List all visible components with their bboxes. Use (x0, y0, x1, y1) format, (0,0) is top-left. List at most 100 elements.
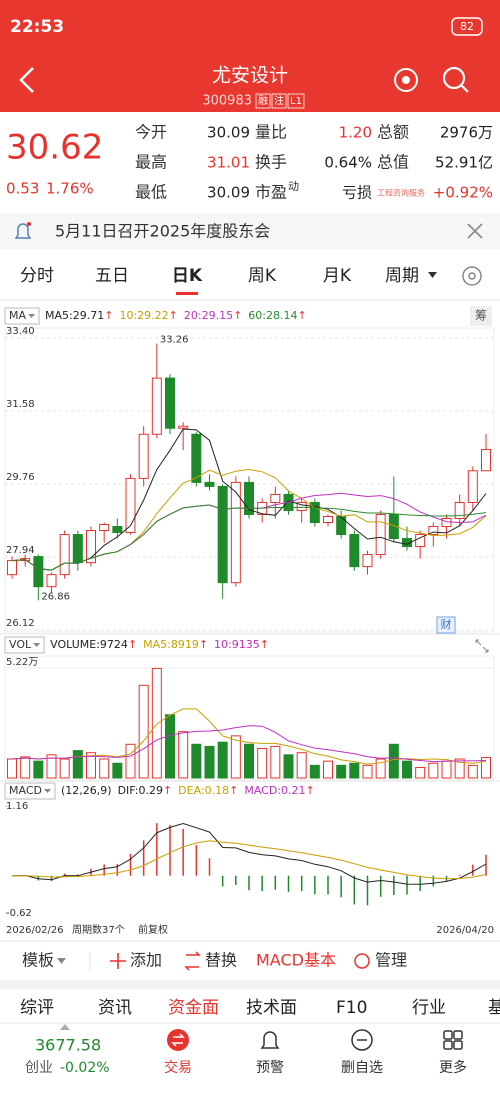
period-tab[interactable]: 日K (172, 266, 203, 286)
index-change: -0.02% (60, 1060, 110, 1076)
volume-bar (191, 743, 202, 779)
mascot-icon[interactable] (394, 68, 418, 92)
stat-label: 总值 (377, 153, 409, 172)
legend-arrow: ↑ (260, 638, 269, 651)
toolbar-item[interactable]: 替换 (205, 951, 237, 970)
legend-label: VOL (9, 638, 32, 651)
toolbar-item[interactable]: MACD基本 (256, 951, 336, 970)
volume-bar (20, 756, 31, 779)
badge: 注 (274, 94, 284, 107)
legend-selector[interactable] (4, 307, 40, 325)
sub-tab[interactable]: 资金面 (168, 998, 219, 1018)
gap (0, 980, 500, 989)
legend-label: MA (9, 309, 26, 322)
candle-body (125, 477, 136, 534)
candle-body (441, 517, 452, 528)
candle-body (72, 534, 83, 564)
volume-bar (402, 760, 412, 779)
candle-body (46, 574, 57, 588)
sub-tab[interactable]: 综评 (20, 998, 54, 1018)
stat-label: 市盈 (255, 183, 287, 202)
volume-bar (454, 758, 465, 779)
volume-bar (309, 764, 320, 779)
candle-body (296, 501, 307, 511)
period-tab[interactable]: 五日 (95, 266, 129, 286)
sub-tab[interactable]: 资讯 (98, 998, 132, 1018)
chip-button[interactable] (470, 306, 492, 326)
sub-tab[interactable]: 技术面 (246, 998, 297, 1018)
legend-label: MACD (9, 784, 42, 797)
volume-frame (4, 655, 495, 781)
search-icon[interactable] (442, 66, 466, 90)
stock-code: 300983 (202, 94, 252, 109)
back-button[interactable] (19, 67, 34, 93)
finance-badge[interactable] (436, 616, 456, 634)
candle-body (349, 534, 360, 568)
period-tab[interactable]: 月K (323, 266, 352, 286)
candle-body (151, 377, 162, 435)
y-tick-label: 1.16 (6, 801, 28, 812)
volume-bar (33, 760, 44, 779)
stat-value: 0.64% (324, 154, 372, 172)
search-handle (460, 84, 469, 93)
volume-bar (388, 743, 399, 779)
sub-tab[interactable]: 行业 (412, 998, 446, 1018)
stat-label: 最高 (135, 153, 167, 172)
stat-label: 换手 (255, 153, 287, 172)
candle-body (217, 485, 228, 584)
chart-area: MA MA5:29.71 ↑ 10:29.22 ↑ 20:29.15 ↑ 60:28.14 ↑ 筹… (0, 306, 500, 936)
legend-item: DIF:0.29 (118, 784, 163, 797)
candle-body (33, 556, 44, 588)
candle-body (388, 513, 399, 540)
legend-item: VOLUME:9724 (50, 638, 128, 651)
legend-arrow (28, 314, 36, 318)
price-annotation: 26.86 (41, 591, 70, 602)
legend-arrow: ↑ (169, 309, 178, 322)
period-tab[interactable]: 分时 (20, 266, 54, 286)
volume-bar (441, 760, 452, 779)
volume-bar (59, 758, 70, 779)
legend-arrow: ↑ (298, 309, 307, 322)
period-tab[interactable]: 周期 (385, 266, 419, 286)
bottom-nav: 交易 预警 删自选 更多 (164, 1029, 467, 1076)
stat-value: 亏损 (342, 184, 372, 202)
bell-dot (27, 222, 31, 226)
volume-bar (125, 743, 136, 779)
legend-selector[interactable] (4, 782, 56, 800)
legend-item: 10:9135 (214, 638, 260, 651)
stat-label: 量比 (255, 123, 287, 142)
nav-label[interactable]: 预警 (256, 1060, 284, 1076)
mascot-eye (402, 76, 410, 84)
swap-icon (184, 951, 201, 971)
sub-tab[interactable]: F10 (336, 998, 367, 1018)
candle-body (309, 501, 320, 524)
price-annotation: 33.26 (160, 335, 189, 346)
notice-bar[interactable] (0, 213, 500, 249)
close-notice[interactable] (467, 223, 483, 239)
battery (451, 17, 483, 36)
candle-body (99, 524, 110, 532)
nav-label[interactable]: 更多 (439, 1059, 467, 1076)
sub-tab[interactable]: 基 (488, 998, 500, 1018)
candle-body (178, 425, 189, 429)
volume-bar (138, 684, 149, 779)
stat-value: +0.92% (433, 184, 493, 202)
toolbar-item[interactable]: 模板 (22, 951, 54, 970)
stat-value: 1.20 (339, 124, 372, 142)
dropdown-arrow (57, 958, 66, 964)
nav-label[interactable]: 删自选 (341, 1060, 383, 1076)
volume-ma-line (11, 725, 487, 763)
candle-body (86, 530, 96, 564)
expand-icon[interactable] (475, 639, 489, 653)
more-icon (443, 1030, 453, 1040)
settings-icon[interactable] (462, 266, 482, 286)
badges: 融注 L1 (255, 93, 305, 109)
y-tick-label: 29.76 (6, 472, 35, 483)
toolbar-item[interactable]: 管理 (375, 951, 407, 970)
toolbar-item[interactable]: 添加 (130, 951, 162, 970)
legend-arrow: ↑ (128, 638, 137, 651)
period-tab[interactable]: 周K (248, 266, 277, 286)
legend-selector[interactable] (4, 636, 45, 654)
nav-label[interactable]: 交易 (164, 1059, 192, 1076)
stat-label: 总额 (377, 123, 409, 142)
